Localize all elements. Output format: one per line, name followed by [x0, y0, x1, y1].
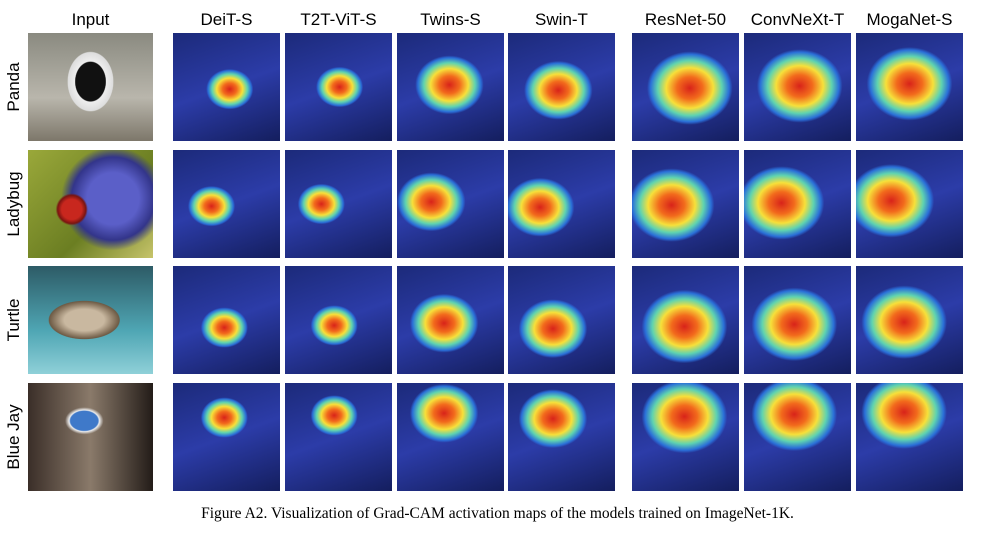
gradcam-map: [632, 150, 739, 258]
column-header: DeiT-S: [200, 10, 253, 29]
gradcam-map: [508, 33, 615, 141]
gradcam-map: [397, 266, 504, 374]
gradcam-map: [856, 266, 963, 374]
gradcam-map: [397, 33, 504, 141]
gradcam-map: [397, 150, 504, 258]
input-image: [28, 383, 153, 491]
gradcam-map: [632, 33, 739, 141]
input-image: [28, 33, 153, 141]
row-label: Blue Jay: [4, 404, 23, 470]
gradcam-map: [173, 266, 280, 374]
gradcam-map: [173, 383, 280, 491]
gradcam-map: [173, 33, 280, 141]
input-image: [28, 150, 153, 258]
caption: Figure A2. Visualization of Grad-CAM act…: [201, 505, 794, 522]
gradcam-map: [285, 383, 392, 491]
gradcam-map: [856, 150, 963, 258]
gradcam-map: [744, 266, 851, 374]
gradcam-map: [508, 266, 615, 374]
gradcam-map: [285, 150, 392, 258]
column-header: MogaNet-S: [866, 10, 953, 29]
gradcam-map: [397, 383, 504, 491]
row-label: Panda: [4, 62, 23, 112]
gradcam-map: [744, 150, 851, 258]
gradcam-map: [508, 150, 615, 258]
column-header: Input: [71, 10, 110, 29]
gradcam-map: [744, 33, 851, 141]
gradcam-map: [285, 33, 392, 141]
gradcam-map: [508, 383, 615, 491]
gradcam-map: [744, 383, 851, 491]
row-label: Turtle: [4, 298, 23, 342]
column-header: ResNet-50: [644, 10, 727, 29]
column-header: Twins-S: [420, 10, 481, 29]
gradcam-map: [632, 266, 739, 374]
gradcam-map: [632, 383, 739, 491]
input-image: [28, 266, 153, 374]
column-header: T2T-ViT-S: [300, 10, 377, 29]
column-header: Swin-T: [535, 10, 588, 29]
row-label: Ladybug: [4, 171, 23, 237]
gradcam-map: [856, 33, 963, 141]
gradcam-map: [856, 383, 963, 491]
column-header: ConvNeXt-T: [750, 10, 845, 29]
gradcam-map: [285, 266, 392, 374]
gradcam-map: [173, 150, 280, 258]
